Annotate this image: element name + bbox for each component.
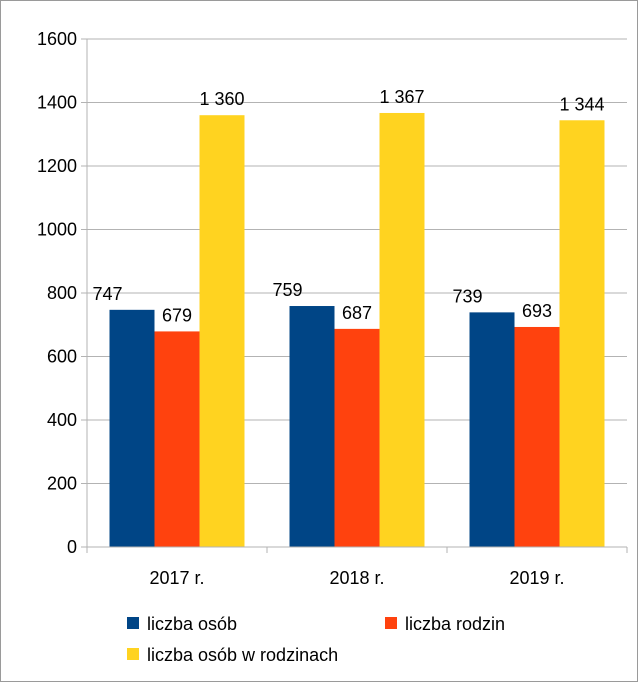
y-tick-label: 1600 <box>37 29 77 49</box>
y-tick-label: 800 <box>47 283 77 303</box>
bar <box>559 120 605 547</box>
data-label: 759 <box>272 280 302 300</box>
data-labels: 747 679 1 360 759 687 1 367 739 693 1 344 <box>92 87 604 325</box>
bar <box>379 112 425 547</box>
y-tick-label: 200 <box>47 474 77 494</box>
y-axis-tick-labels: 0 200 400 600 800 1000 1200 1400 1600 <box>37 29 77 557</box>
bar <box>469 312 515 547</box>
bar <box>334 328 380 547</box>
y-tick-label: 1000 <box>37 220 77 240</box>
bar <box>514 326 560 547</box>
data-label: 687 <box>342 303 372 323</box>
bar <box>109 309 155 547</box>
x-tick-label: 2019 r. <box>509 568 564 588</box>
data-label: 739 <box>452 286 482 306</box>
y-tick-label: 1400 <box>37 93 77 113</box>
y-tick-label: 600 <box>47 347 77 367</box>
data-label: 679 <box>162 305 192 325</box>
legend-item-label: liczba osób <box>147 614 237 634</box>
bar <box>289 306 335 547</box>
bars <box>109 112 605 547</box>
bar <box>154 331 200 547</box>
bar <box>199 115 245 547</box>
legend-swatch <box>127 648 139 660</box>
data-label: 693 <box>522 301 552 321</box>
x-tick-label: 2017 r. <box>149 568 204 588</box>
y-tick-label: 0 <box>67 537 77 557</box>
y-tick-label: 1200 <box>37 156 77 176</box>
data-label: 747 <box>92 284 122 304</box>
x-tick-label: 2018 r. <box>329 568 384 588</box>
legend-swatch <box>385 617 397 629</box>
y-tick-label: 400 <box>47 410 77 430</box>
legend-item-label: liczba osób w rodzinach <box>147 645 338 665</box>
legend-item-label: liczba rodzin <box>405 614 505 634</box>
legend-swatch <box>127 617 139 629</box>
data-label: 1 360 <box>199 89 244 109</box>
data-label: 1 367 <box>379 87 424 107</box>
x-axis <box>86 546 628 553</box>
x-axis-tick-labels: 2017 r. 2018 r. 2019 r. <box>149 568 564 588</box>
legend: liczba osób liczba rodzin liczba osób w ro… <box>127 614 505 665</box>
data-label: 1 344 <box>559 94 604 114</box>
